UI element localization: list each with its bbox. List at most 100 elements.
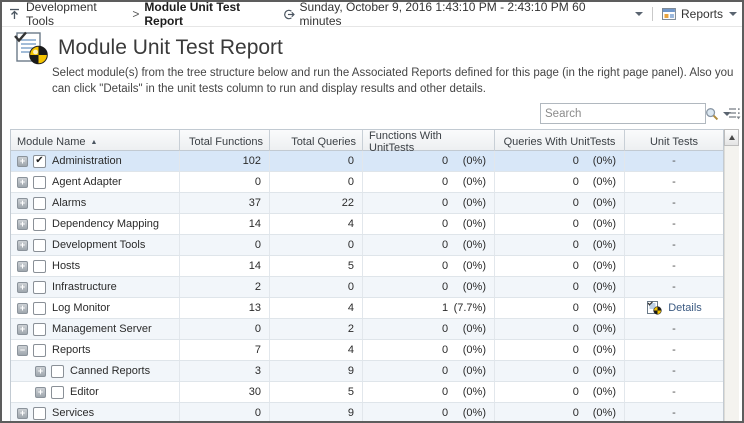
- functions-with-unittests-cell: 0 (0%): [363, 256, 495, 276]
- breadcrumb-parent[interactable]: Development Tools: [25, 0, 97, 28]
- functions-unittest-percent: (0%): [462, 218, 486, 230]
- module-name: Agent Adapter: [52, 176, 122, 188]
- details-link[interactable]: Details: [646, 301, 702, 315]
- functions-with-unittests-cell: 0 (0%): [363, 340, 495, 360]
- column-header-queries-with-unittests[interactable]: Queries With UnitTests: [495, 130, 625, 154]
- search-button[interactable]: [703, 107, 735, 121]
- table-row[interactable]: + ✔ Administration 102 0 0 (0%) 0 (0%) -: [11, 151, 723, 172]
- expand-button[interactable]: +: [35, 365, 46, 377]
- functions-unittest-count: 0: [442, 218, 449, 230]
- no-unit-tests-marker: -: [672, 218, 676, 230]
- column-header-label: Total Queries: [291, 136, 356, 148]
- expand-button[interactable]: +: [17, 218, 28, 230]
- queries-with-unittests-cell: 0 (0%): [495, 403, 625, 421]
- expand-button[interactable]: +: [17, 407, 28, 419]
- expand-button[interactable]: +: [17, 197, 28, 209]
- details-label: Details: [668, 302, 702, 314]
- expand-button[interactable]: +: [17, 281, 28, 293]
- queries-unittest-percent: (0%): [592, 197, 616, 209]
- expand-button[interactable]: +: [17, 176, 28, 188]
- queries-unittest-percent: (0%): [592, 386, 616, 398]
- module-name: Log Monitor: [52, 302, 111, 314]
- module-name: Canned Reports: [70, 365, 151, 377]
- row-checkbox[interactable]: ✔: [33, 154, 46, 168]
- page-title-icon: [14, 31, 48, 65]
- row-checkbox[interactable]: [51, 364, 64, 378]
- column-header-unit-tests[interactable]: Unit Tests: [625, 130, 723, 154]
- row-checkbox[interactable]: [33, 259, 46, 273]
- table-row[interactable]: + Management Server 0 2 0 (0%) 0 (0%) -: [11, 319, 723, 340]
- no-unit-tests-marker: -: [672, 239, 676, 251]
- expand-button[interactable]: +: [17, 155, 28, 167]
- total-queries-cell: 2: [270, 319, 363, 339]
- expand-button[interactable]: +: [17, 323, 28, 335]
- functions-unittest-count: 0: [442, 155, 449, 167]
- table-row[interactable]: + Editor 30 5 0 (0%) 0 (0%) -: [11, 382, 723, 403]
- row-checkbox[interactable]: [33, 301, 46, 315]
- search-input[interactable]: [541, 105, 703, 122]
- expand-button[interactable]: +: [17, 239, 28, 251]
- table-row[interactable]: + Canned Reports 3 9 0 (0%) 0 (0%) -: [11, 361, 723, 382]
- queries-unittest-percent: (0%): [592, 239, 616, 251]
- page-header: Module Unit Test Report: [11, 31, 283, 65]
- table-row[interactable]: + Dependency Mapping 14 4 0 (0%) 0 (0%) -: [11, 214, 723, 235]
- reports-dropdown-icon[interactable]: [729, 12, 738, 16]
- queries-unittest-count: 0: [572, 281, 579, 293]
- functions-unittest-percent: (0%): [462, 281, 486, 293]
- table-row[interactable]: − Reports 7 4 0 (0%) 0 (0%) -: [11, 340, 723, 361]
- queries-with-unittests-cell: 0 (0%): [495, 382, 625, 402]
- table-row[interactable]: + Log Monitor 13 4 1 (7.7%) 0 (0%) Details: [11, 298, 723, 319]
- row-checkbox[interactable]: [33, 343, 46, 357]
- expand-button[interactable]: +: [17, 260, 28, 272]
- queries-with-unittests-cell: 0 (0%): [495, 193, 625, 213]
- column-header-total-queries[interactable]: Total Queries: [270, 130, 363, 154]
- functions-unittest-count: 0: [442, 407, 449, 419]
- row-checkbox[interactable]: [33, 280, 46, 294]
- functions-unittest-count: 0: [442, 344, 449, 356]
- functions-with-unittests-cell: 0 (0%): [363, 235, 495, 255]
- reports-menu-label[interactable]: Reports: [681, 7, 724, 21]
- time-range-label[interactable]: Sunday, October 9, 2016 1:43:10 PM - 2:4…: [299, 0, 586, 28]
- collapse-button[interactable]: −: [17, 344, 28, 356]
- row-checkbox[interactable]: [33, 238, 46, 252]
- expand-button[interactable]: +: [35, 386, 46, 398]
- functions-with-unittests-cell: 0 (0%): [363, 277, 495, 297]
- total-queries-cell: 9: [270, 403, 363, 421]
- table-row[interactable]: + Services 0 9 0 (0%) 0 (0%) -: [11, 403, 723, 421]
- table-row[interactable]: + Infrastructure 2 0 0 (0%) 0 (0%) -: [11, 277, 723, 298]
- topbar-divider: [652, 7, 654, 21]
- expand-button[interactable]: +: [17, 302, 28, 314]
- total-functions-cell: 14: [180, 256, 270, 276]
- row-checkbox[interactable]: [33, 175, 46, 189]
- unit-tests-cell: -: [625, 256, 723, 276]
- total-functions-cell: 102: [180, 151, 270, 171]
- row-checkbox[interactable]: [33, 217, 46, 231]
- up-level-icon[interactable]: [9, 8, 20, 20]
- scrollbar-track[interactable]: [724, 146, 739, 421]
- total-queries-cell: 0: [270, 172, 363, 192]
- scroll-up-button[interactable]: [724, 129, 739, 146]
- row-checkbox[interactable]: [51, 385, 64, 399]
- row-checkbox[interactable]: [33, 322, 46, 336]
- breadcrumb-separator: >: [132, 7, 140, 21]
- table-row[interactable]: + Agent Adapter 0 0 0 (0%) 0 (0%) -: [11, 172, 723, 193]
- vertical-scrollbar[interactable]: [724, 129, 739, 421]
- table-row[interactable]: + Development Tools 0 0 0 (0%) 0 (0%) -: [11, 235, 723, 256]
- queries-with-unittests-cell: 0 (0%): [495, 214, 625, 234]
- queries-unittest-count: 0: [572, 407, 579, 419]
- queries-with-unittests-cell: 0 (0%): [495, 361, 625, 381]
- column-header-module-name[interactable]: Module Name ▲: [11, 130, 180, 154]
- queries-unittest-count: 0: [572, 155, 579, 167]
- row-checkbox[interactable]: [33, 196, 46, 210]
- no-unit-tests-marker: -: [672, 260, 676, 272]
- time-range-dropdown-icon[interactable]: [635, 12, 644, 16]
- table-row[interactable]: + Hosts 14 5 0 (0%) 0 (0%) -: [11, 256, 723, 277]
- module-name-cell: − Reports: [11, 340, 180, 360]
- column-chooser-icon[interactable]: [728, 106, 741, 120]
- module-name: Infrastructure: [52, 281, 117, 293]
- row-checkbox[interactable]: [33, 406, 46, 420]
- table-row[interactable]: + Alarms 37 22 0 (0%) 0 (0%) -: [11, 193, 723, 214]
- total-queries-cell: 4: [270, 214, 363, 234]
- column-header-total-functions[interactable]: Total Functions: [180, 130, 270, 154]
- queries-unittest-count: 0: [572, 260, 579, 272]
